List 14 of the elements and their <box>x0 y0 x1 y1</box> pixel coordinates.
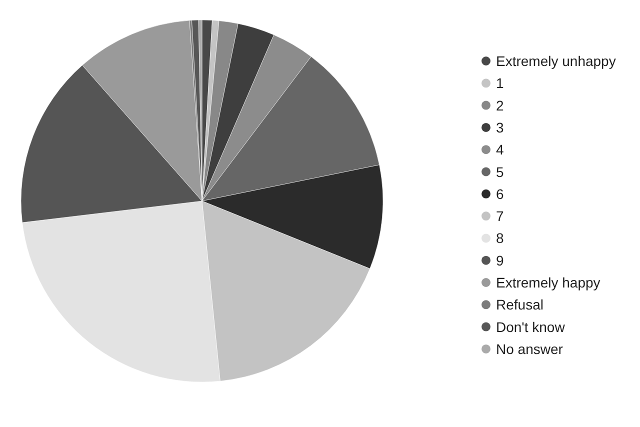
legend-label: 6 <box>496 186 504 202</box>
legend-label: No answer <box>496 340 564 357</box>
legend-label: 1 <box>496 75 504 92</box>
legend-label: 4 <box>496 142 504 158</box>
legend-label: 7 <box>496 208 504 224</box>
legend-label: Refusal <box>496 296 544 313</box>
legend-label: Extremely unhappy <box>496 53 616 70</box>
legend-label: Extremely happy <box>496 274 600 291</box>
legend-label: 2 <box>496 97 504 114</box>
legend-label: 8 <box>496 230 504 246</box>
legend-label: 9 <box>496 252 504 268</box>
legend-label: Don't know <box>496 318 566 335</box>
legend-label: 3 <box>496 119 504 136</box>
legend-label: 5 <box>496 164 504 180</box>
